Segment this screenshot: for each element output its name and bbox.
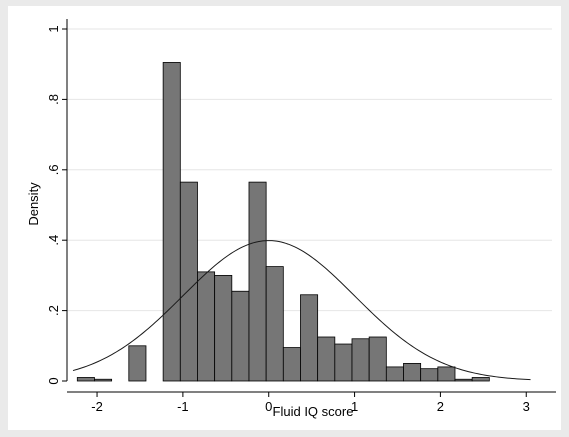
histogram-bar [403,362,422,382]
histogram-bar [265,266,284,382]
normal-curve-line [72,240,531,381]
y-tick-label: .4 [46,235,61,246]
x-tick-label: -2 [91,399,103,414]
y-tick-label: .8 [46,94,61,105]
histogram-bar [300,294,319,382]
histogram-bar [334,343,353,382]
y-tick-label: .6 [46,164,61,175]
histogram-bar [179,181,198,382]
histogram-bar [368,336,387,382]
y-axis-title: Density [26,182,41,226]
y-tick-label: 0 [46,377,61,384]
x-tick-label: 0 [265,399,272,414]
axes: 0 .2 .4 .6 .8 1 -2 -1 0 1 2 3 [46,19,556,414]
x-tick-label: -1 [177,399,189,414]
histogram-bar [162,62,181,382]
histogram-bar [317,336,336,382]
x-tick-label: 2 [437,399,444,414]
y-tick-label: 1 [46,25,61,32]
histogram-bar [76,377,95,382]
histogram-bars [76,62,490,382]
histogram-bar [385,366,404,382]
y-tick-label: .2 [46,305,61,316]
histogram-bar [351,338,370,382]
histogram-bar [282,347,301,382]
histogram-bar [128,345,147,382]
histogram-bar [437,366,456,382]
histogram-bar [197,271,216,382]
histogram-bar [471,377,490,382]
normal-density-curve [72,240,531,381]
x-axis-title: Fluid IQ score [273,404,354,419]
histogram-bar [214,274,233,382]
histogram-bar [454,378,473,382]
histogram-bar [248,181,267,382]
x-tick-label: 3 [523,399,530,414]
histogram-bar [94,378,113,382]
histogram-bar [231,290,250,382]
x-tick-label: 1 [351,399,358,414]
histogram-bar [420,368,439,382]
